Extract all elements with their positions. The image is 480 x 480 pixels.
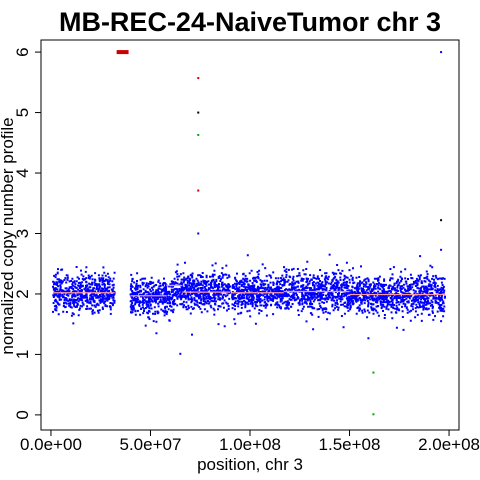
x-tick-label: 1.0e+08 bbox=[219, 435, 281, 454]
data-points-band bbox=[231, 254, 285, 325]
data-point bbox=[440, 51, 443, 54]
data-points-band bbox=[52, 266, 116, 325]
x-tick-label: 1.5e+08 bbox=[319, 435, 381, 454]
y-tick-label: 0 bbox=[13, 410, 32, 419]
data-points-band bbox=[129, 272, 176, 327]
data-point bbox=[197, 232, 200, 235]
segment-lines bbox=[52, 284, 446, 297]
data-point bbox=[197, 111, 200, 114]
data-point bbox=[197, 133, 200, 136]
data-point bbox=[440, 248, 443, 251]
y-tick-label: 4 bbox=[13, 168, 32, 177]
data-point bbox=[328, 253, 331, 256]
x-axis-label: position, chr 3 bbox=[197, 455, 303, 474]
data-point bbox=[372, 371, 375, 374]
plot-area bbox=[52, 50, 446, 416]
data-point bbox=[440, 219, 443, 222]
y-axis: 0 1 2 3 4 5 6 bbox=[13, 47, 41, 420]
y-axis-label: normalized copy number profile bbox=[0, 117, 17, 354]
data-points-band bbox=[283, 260, 351, 331]
chart-title: MB-REC-24-NaiveTumor chr 3 bbox=[59, 7, 441, 37]
data-points-band bbox=[173, 261, 232, 336]
y-tick-label: 1 bbox=[13, 350, 32, 359]
plot-frame bbox=[40, 39, 460, 431]
x-axis: 0.0e+00 5.0e+07 1.0e+08 1.5e+08 2.0e+08 bbox=[20, 430, 480, 454]
y-tick-label: 6 bbox=[13, 47, 32, 56]
data-point bbox=[440, 320, 443, 323]
y-tick-label: 3 bbox=[13, 229, 32, 238]
data-point bbox=[342, 326, 345, 329]
y-tick-label: 5 bbox=[13, 108, 32, 117]
data-points-band bbox=[348, 265, 411, 340]
data-point bbox=[197, 189, 200, 192]
x-tick-label: 2.0e+08 bbox=[418, 435, 480, 454]
data-point bbox=[179, 352, 182, 355]
x-tick-label: 0.0e+00 bbox=[20, 435, 82, 454]
data-point bbox=[197, 77, 200, 80]
data-point bbox=[372, 413, 375, 416]
data-point bbox=[155, 332, 158, 335]
data-points-band bbox=[408, 255, 446, 322]
x-tick-label: 5.0e+07 bbox=[120, 435, 182, 454]
y-tick-label: 2 bbox=[13, 289, 32, 298]
gain-points-cluster bbox=[116, 50, 129, 55]
